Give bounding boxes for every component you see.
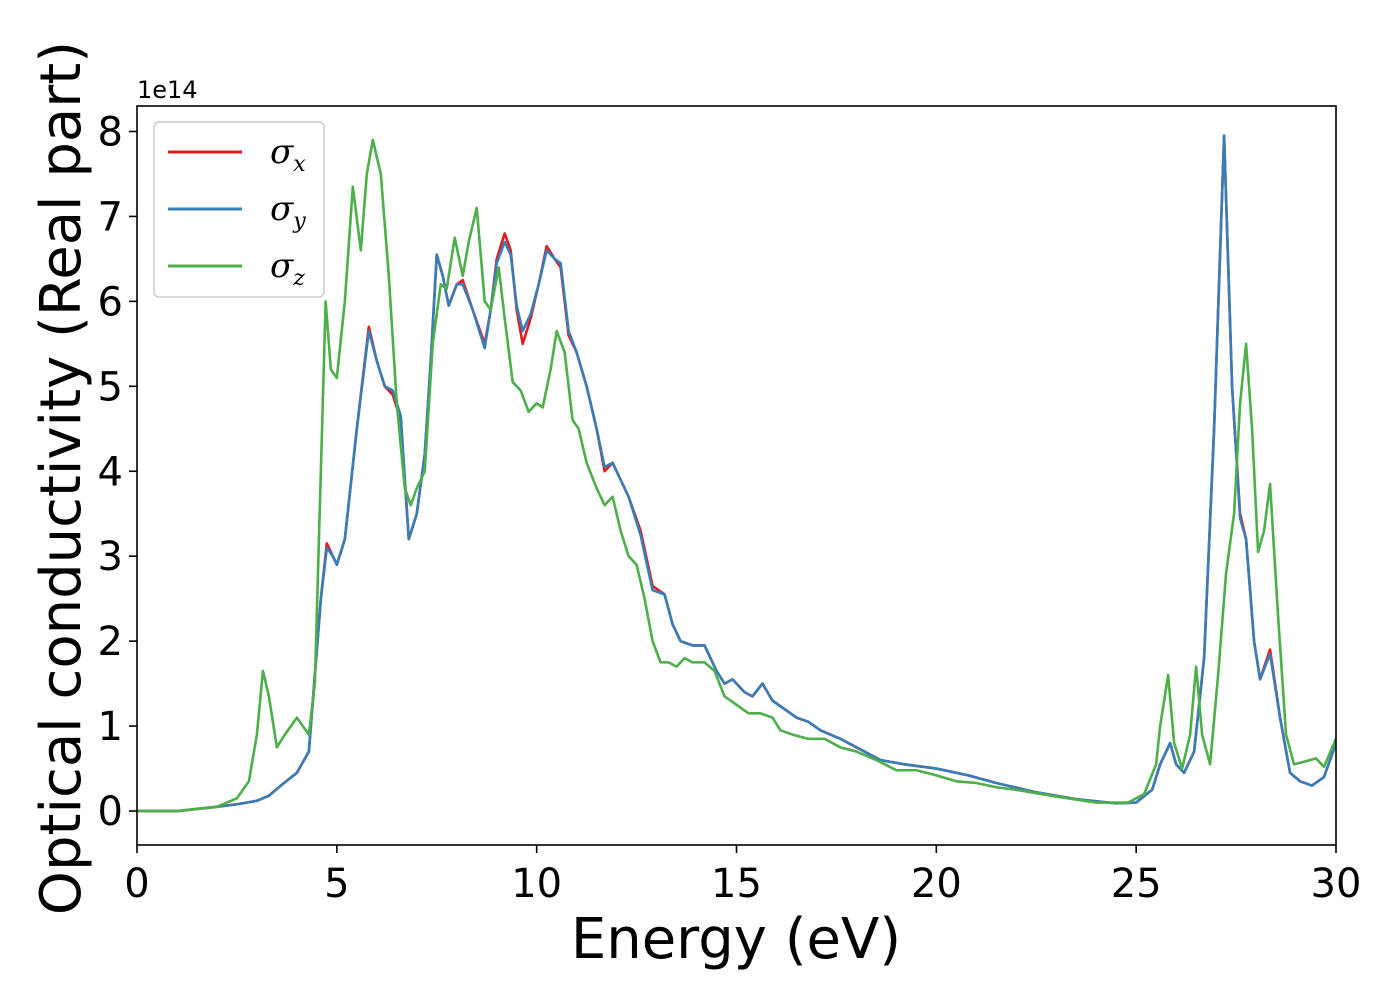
y-tick-label: 5 (98, 364, 123, 410)
y-tick-label: 0 (98, 789, 123, 835)
x-tick-label: 0 (124, 861, 149, 907)
y-axis-label: Optical conductivity (Real part) (29, 41, 94, 915)
y-tick-label: 4 (98, 449, 123, 495)
legend-symbol: σ (270, 132, 294, 172)
legend-subscript: z (292, 266, 305, 291)
y-tick-label: 2 (98, 619, 123, 665)
legend-symbol: σ (270, 189, 294, 229)
legend-subscript: y (292, 209, 306, 234)
series-layer (137, 134, 1336, 813)
legend-subscript: x (293, 152, 306, 177)
y-tick-label: 8 (98, 109, 123, 155)
y-tick-label: 6 (98, 279, 123, 325)
x-tick-label: 25 (1111, 861, 1162, 907)
x-axis: 0 5 10 15 20 25 30 (124, 845, 1361, 907)
legend-label-y: σy (270, 189, 306, 234)
x-axis-label: Energy (eV) (571, 907, 901, 972)
y-tick-label: 7 (98, 194, 123, 240)
y-axis: 0 1 2 3 4 5 6 7 8 (98, 109, 137, 835)
plot-background (137, 106, 1336, 845)
series-line-y (137, 134, 1336, 813)
x-tick-label: 30 (1311, 861, 1362, 907)
x-tick-label: 5 (324, 861, 349, 907)
x-tick-label: 15 (711, 861, 762, 907)
y-tick-label: 3 (98, 534, 123, 580)
legend-label-x: σx (270, 132, 306, 177)
x-tick-label: 10 (511, 861, 562, 907)
series-line-z (137, 138, 1336, 813)
y-offset-label: 1e14 (137, 76, 198, 104)
x-tick-label: 20 (911, 861, 962, 907)
legend-symbol: σ (270, 246, 294, 286)
y-tick-label: 1 (98, 704, 123, 750)
legend-label-z: σz (270, 246, 305, 291)
